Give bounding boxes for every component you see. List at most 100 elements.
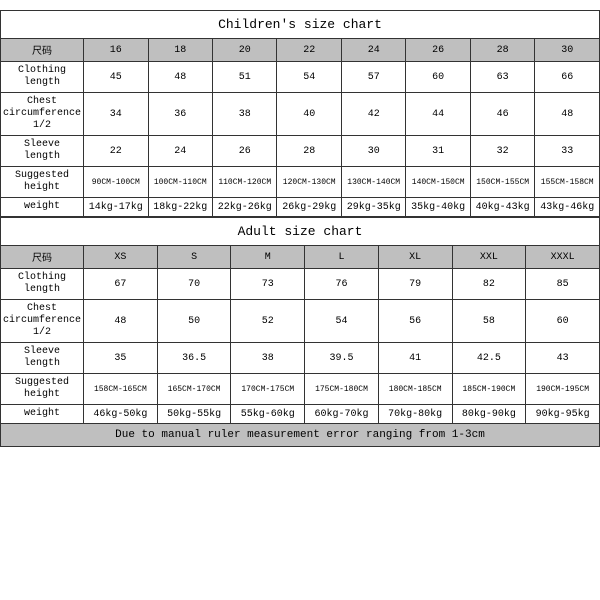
cell: 58 <box>452 300 526 343</box>
children-col: 26 <box>406 39 470 62</box>
cell: 76 <box>305 269 379 300</box>
adult-col: M <box>231 246 305 269</box>
cell: 30 <box>341 136 405 167</box>
cell: 155CM-158CM <box>535 167 600 198</box>
cell: 43 <box>526 343 600 374</box>
cell: 140CM-150CM <box>406 167 470 198</box>
adult-col: S <box>157 246 231 269</box>
cell: 175CM-180CM <box>305 374 379 405</box>
cell: 22kg-26kg <box>212 198 276 217</box>
cell: 46kg-50kg <box>84 405 158 424</box>
cell: 82 <box>452 269 526 300</box>
cell: 50kg-55kg <box>157 405 231 424</box>
cell: 36 <box>148 93 212 136</box>
cell: 120CM-130CM <box>277 167 341 198</box>
cell: 110CM-120CM <box>212 167 276 198</box>
cell: 43kg-46kg <box>535 198 600 217</box>
row-label: Clothinglength <box>1 62 84 93</box>
cell: 46 <box>470 93 534 136</box>
children-col: 22 <box>277 39 341 62</box>
row-label: Suggestedheight <box>1 167 84 198</box>
cell: 90CM-100CM <box>84 167 148 198</box>
cell: 33 <box>535 136 600 167</box>
cell: 190CM-195CM <box>526 374 600 405</box>
cell: 22 <box>84 136 148 167</box>
cell: 80kg-90kg <box>452 405 526 424</box>
cell: 24 <box>148 136 212 167</box>
cell: 67 <box>84 269 158 300</box>
cell: 39.5 <box>305 343 379 374</box>
row-label: Clothinglength <box>1 269 84 300</box>
adult-col: XXL <box>452 246 526 269</box>
cell: 32 <box>470 136 534 167</box>
cell: 63 <box>470 62 534 93</box>
cell: 45 <box>84 62 148 93</box>
adult-col: XS <box>84 246 158 269</box>
cell: 55kg-60kg <box>231 405 305 424</box>
adult-col: XL <box>378 246 452 269</box>
row-label: Sleevelength <box>1 136 84 167</box>
children-col: 24 <box>341 39 405 62</box>
cell: 41 <box>378 343 452 374</box>
cell: 42 <box>341 93 405 136</box>
cell: 54 <box>305 300 379 343</box>
children-col: 28 <box>470 39 534 62</box>
cell: 60 <box>406 62 470 93</box>
cell: 150CM-155CM <box>470 167 534 198</box>
cell: 42.5 <box>452 343 526 374</box>
cell: 70kg-80kg <box>378 405 452 424</box>
adult-size-table: Adult size chart 尺码 XS S M L XL XXL XXXL… <box>0 217 600 447</box>
children-col: 18 <box>148 39 212 62</box>
cell: 170CM-175CM <box>231 374 305 405</box>
children-title: Children's size chart <box>1 11 600 39</box>
row-label: weight <box>1 198 84 217</box>
cell: 48 <box>84 300 158 343</box>
cell: 44 <box>406 93 470 136</box>
children-col: 30 <box>535 39 600 62</box>
row-label: Chestcircumference1/2 <box>1 300 84 343</box>
cell: 158CM-165CM <box>84 374 158 405</box>
children-col: 16 <box>84 39 148 62</box>
cell: 90kg-95kg <box>526 405 600 424</box>
adult-col: L <box>305 246 379 269</box>
adult-title: Adult size chart <box>1 218 600 246</box>
cell: 51 <box>212 62 276 93</box>
cell: 14kg-17kg <box>84 198 148 217</box>
cell: 26 <box>212 136 276 167</box>
row-label: weight <box>1 405 84 424</box>
cell: 70 <box>157 269 231 300</box>
cell: 165CM-170CM <box>157 374 231 405</box>
cell: 26kg-29kg <box>277 198 341 217</box>
row-label: Suggestedheight <box>1 374 84 405</box>
cell: 28 <box>277 136 341 167</box>
cell: 48 <box>148 62 212 93</box>
children-size-table: Children's size chart 尺码 16 18 20 22 24 … <box>0 10 600 217</box>
cell: 130CM-140CM <box>341 167 405 198</box>
cell: 54 <box>277 62 341 93</box>
cell: 57 <box>341 62 405 93</box>
row-label: Chestcircumference1/2 <box>1 93 84 136</box>
adult-col: XXXL <box>526 246 600 269</box>
cell: 73 <box>231 269 305 300</box>
cell: 185CM-190CM <box>452 374 526 405</box>
cell: 34 <box>84 93 148 136</box>
row-label: Sleevelength <box>1 343 84 374</box>
cell: 56 <box>378 300 452 343</box>
cell: 35 <box>84 343 158 374</box>
cell: 60kg-70kg <box>305 405 379 424</box>
measurement-note: Due to manual ruler measurement error ra… <box>1 424 600 447</box>
cell: 50 <box>157 300 231 343</box>
adult-size-label: 尺码 <box>1 246 84 269</box>
children-size-label: 尺码 <box>1 39 84 62</box>
cell: 60 <box>526 300 600 343</box>
cell: 66 <box>535 62 600 93</box>
cell: 48 <box>535 93 600 136</box>
cell: 79 <box>378 269 452 300</box>
cell: 18kg-22kg <box>148 198 212 217</box>
cell: 180CM-185CM <box>378 374 452 405</box>
cell: 35kg-40kg <box>406 198 470 217</box>
cell: 40kg-43kg <box>470 198 534 217</box>
cell: 100CM-110CM <box>148 167 212 198</box>
cell: 38 <box>212 93 276 136</box>
cell: 52 <box>231 300 305 343</box>
